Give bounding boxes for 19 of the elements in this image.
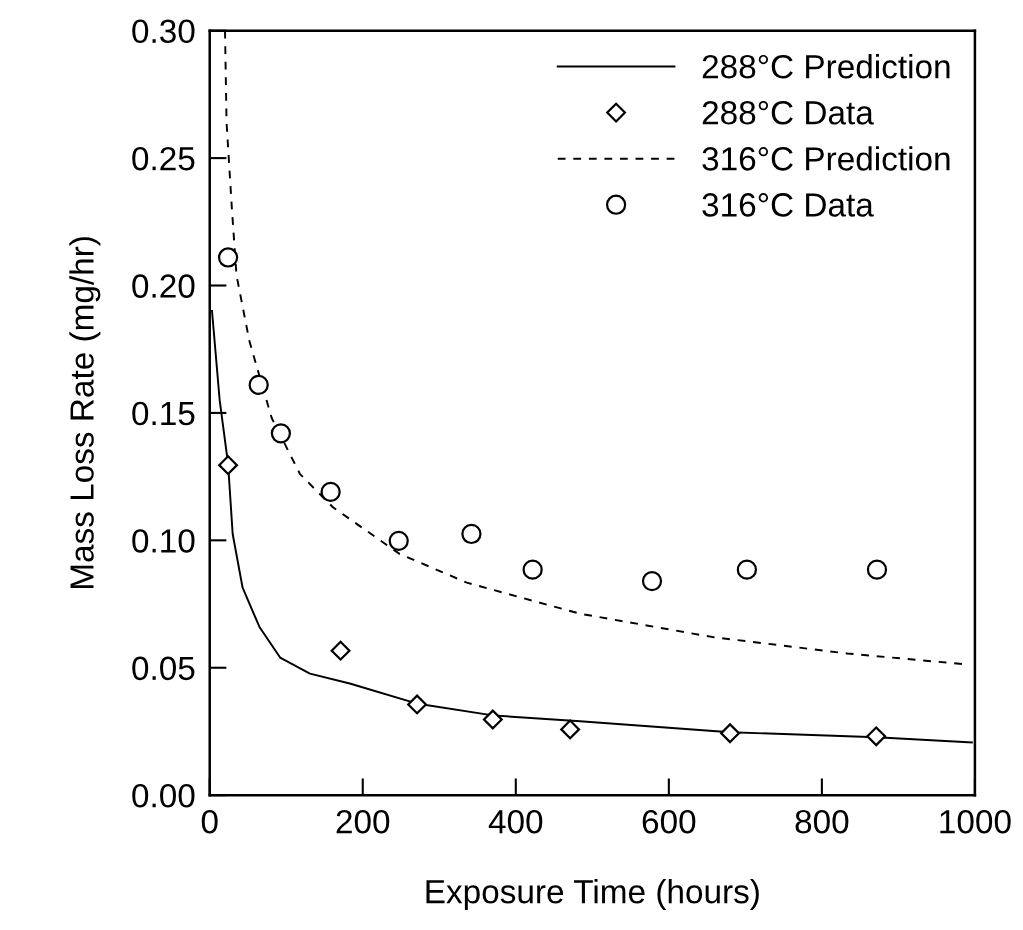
x-tick-label: 1000 xyxy=(940,809,1011,834)
legend-label: 288°C Data xyxy=(702,100,874,125)
y-tick-label: 0.00 xyxy=(132,783,195,808)
legend-label: 288°C Prediction xyxy=(702,54,950,79)
y-tick-label: 0.20 xyxy=(132,274,195,298)
x-tick-label: 200 xyxy=(336,809,390,834)
x-tick-label: 800 xyxy=(795,809,849,834)
legend-label: 316°C Data xyxy=(702,193,874,217)
legend-label: 316°C Prediction xyxy=(702,146,950,171)
x-tick-label: 600 xyxy=(642,809,696,834)
y-axis-title: Mass Loss Rate (mg/hr) xyxy=(69,237,101,588)
x-axis-title: Exposure Time (hours) xyxy=(426,879,759,911)
x-tick-label: 0 xyxy=(201,809,218,834)
x-tick-label: 400 xyxy=(488,809,543,834)
y-tick-label: 0.05 xyxy=(132,656,195,681)
y-tick-label: 0.30 xyxy=(132,19,195,44)
y-tick-label: 0.25 xyxy=(132,146,195,171)
y-tick-label: 0.10 xyxy=(132,529,195,553)
y-tick-label: 0.15 xyxy=(132,401,195,426)
